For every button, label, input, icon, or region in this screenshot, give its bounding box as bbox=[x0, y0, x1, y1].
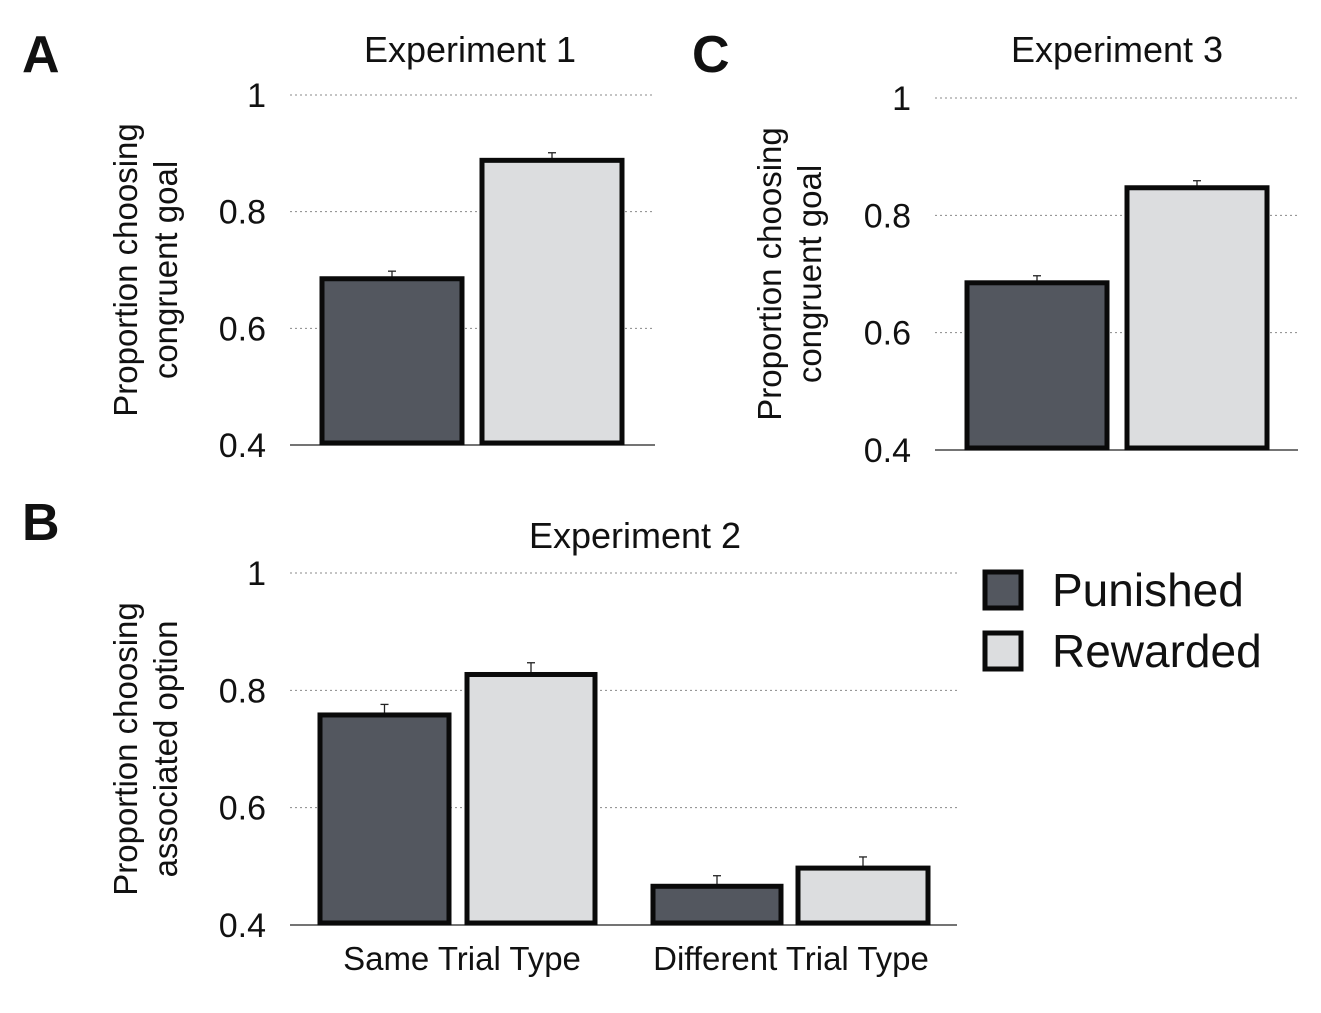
y-axis-label-line: congruent goal bbox=[791, 165, 828, 383]
bar-rewarded bbox=[795, 865, 931, 926]
bar-rewarded bbox=[479, 157, 625, 446]
y-axis-label: Proportion choosingassociated option bbox=[107, 602, 184, 896]
y-tick-label: 0.6 bbox=[219, 310, 266, 348]
y-tick-label: 0.8 bbox=[864, 197, 911, 235]
legend-swatch-rewarded bbox=[982, 630, 1024, 672]
y-tick-label: 1 bbox=[247, 555, 266, 593]
y-axis-label-line: congruent goal bbox=[147, 161, 184, 379]
y-tick-label: 1 bbox=[247, 77, 266, 115]
y-tick-label: 0.6 bbox=[219, 790, 266, 828]
legend-label: Rewarded bbox=[1052, 625, 1262, 677]
chart-title: Experiment 1 bbox=[364, 29, 576, 70]
panel-letter: A bbox=[22, 26, 60, 84]
bar-punished bbox=[319, 276, 465, 446]
chart-title: Experiment 3 bbox=[1011, 29, 1223, 70]
panel-letter: B bbox=[22, 494, 60, 552]
y-tick-label: 0.8 bbox=[219, 672, 266, 710]
chart-panel-c: C Experiment 3 0.4 0.6 0.8 1 Proportion choosi… bbox=[692, 26, 1298, 470]
panel-letter: C bbox=[692, 26, 730, 84]
bar-punished bbox=[317, 712, 452, 926]
chart-panel-a: A Experiment 1 0.4 0.6 0.8 1 Proportion choosi… bbox=[22, 26, 655, 465]
legend-label: Punished bbox=[1052, 564, 1244, 616]
y-tick-label: 0.8 bbox=[219, 194, 266, 232]
y-tick-label: 0.4 bbox=[219, 907, 266, 945]
y-axis-label: Proportion choosingcongruent goal bbox=[107, 123, 184, 417]
bar-punished bbox=[964, 280, 1110, 451]
y-axis-label: Proportion choosingcongruent goal bbox=[751, 127, 828, 421]
y-tick-label: 0.6 bbox=[864, 315, 911, 353]
y-tick-label: 0.4 bbox=[219, 427, 266, 465]
y-tick-label: 0.4 bbox=[864, 432, 911, 470]
bar-rewarded bbox=[464, 671, 598, 926]
chart-title: Experiment 2 bbox=[529, 515, 741, 556]
chart-panel-b: B Experiment 2 0.4 0.6 0.8 1 Proportion choosi… bbox=[22, 494, 957, 977]
x-category-label: Same Trial Type bbox=[343, 940, 581, 977]
x-category-label: Different Trial Type bbox=[653, 940, 929, 977]
y-tick-label: 1 bbox=[892, 80, 911, 118]
y-axis-label-line: Proportion choosing bbox=[751, 127, 788, 421]
bar-punished bbox=[650, 883, 784, 926]
legend: Punished Rewarded bbox=[982, 564, 1262, 677]
y-axis-label-line: Proportion choosing bbox=[107, 123, 144, 417]
legend-swatch-punished bbox=[982, 569, 1024, 611]
bar-rewarded bbox=[1124, 185, 1270, 451]
y-axis-label-line: Proportion choosing bbox=[107, 602, 144, 896]
y-axis-label-line: associated option bbox=[147, 621, 184, 878]
